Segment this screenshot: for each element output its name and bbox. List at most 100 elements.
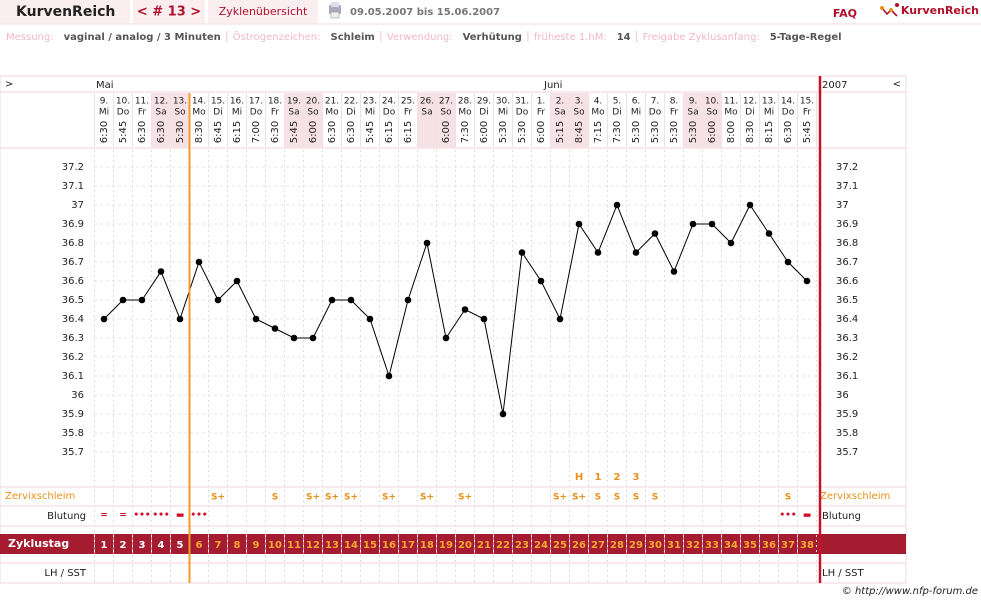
temperature-point (366, 315, 374, 323)
temperature-point (613, 201, 621, 209)
weekday: Fr (404, 108, 413, 118)
bleeding-sign: ••• (133, 511, 150, 521)
date: 24. (382, 97, 396, 107)
weekday: Fr (803, 108, 812, 118)
weekend-shade (151, 93, 171, 148)
date: 26. (420, 97, 434, 107)
cycle-day: 11 (287, 540, 301, 551)
weekday: Mo (458, 108, 472, 118)
y-tick-label-right: 36.2 (836, 352, 858, 363)
y-tick-label: 36.1 (62, 371, 84, 382)
y-tick-label-right: 37.2 (836, 162, 858, 173)
cervix-sign: S+ (382, 493, 396, 503)
temperature-point (385, 372, 393, 380)
date: 6. (632, 97, 641, 107)
temperature-point (157, 268, 165, 275)
temperature-point (651, 230, 659, 237)
faq-link[interactable]: FAQ (833, 7, 857, 20)
cycle-day: 26 (572, 540, 586, 551)
info-value: Verhütung (463, 32, 522, 43)
date: 27. (439, 97, 453, 107)
date: 1. (537, 97, 546, 107)
date: 22. (344, 97, 358, 107)
cycle-day: 36 (762, 540, 776, 551)
weekday: Do (117, 108, 130, 118)
year: 2007 (822, 80, 847, 91)
overview-link[interactable]: Zyklenübersicht (219, 5, 308, 18)
date: 8. (670, 97, 679, 107)
temperature-point (670, 268, 678, 275)
time: 6:30 (137, 121, 148, 143)
cycle-day: 17 (401, 540, 415, 551)
weekday: Mi (232, 108, 242, 118)
cycle-day: 14 (344, 540, 358, 551)
cervix-sign: S (614, 493, 620, 503)
time: 6:00 (479, 121, 490, 143)
cycle-day: 4 (158, 540, 165, 551)
info-label: Freigabe Zyklusanfang: (643, 32, 760, 43)
time: 5:45 (802, 121, 813, 143)
month: Mai (96, 80, 114, 91)
peak-marker: 2 (614, 472, 621, 483)
temperature-point (195, 258, 203, 266)
cycle-day: 34 (724, 540, 738, 551)
y-tick-label: 37 (71, 200, 84, 211)
date: 15. (800, 97, 814, 107)
date: 7. (651, 97, 660, 107)
date: 9. (100, 97, 109, 107)
time: 8:45 (574, 121, 585, 143)
footer: © http://www.nfp-forum.de (842, 586, 978, 597)
cervix-sign: S+ (420, 493, 434, 503)
cervix-sign: S (272, 493, 278, 503)
weekday: Do (383, 108, 396, 118)
logo-right: KurvenReich (901, 4, 979, 17)
y-tick-label: 36.7 (62, 257, 84, 268)
cycle-nav[interactable]: < # 13 > (137, 5, 201, 20)
bleeding-sign: = (119, 511, 127, 521)
date: 10. (116, 97, 130, 107)
cervix-label: Zervixschleim (5, 491, 75, 502)
temperature-line (103, 203, 808, 415)
weekday: Mo (724, 108, 738, 118)
y-tick-label-right: 35.7 (836, 447, 858, 458)
weekday: Sa (155, 108, 166, 118)
y-tick-label-right: 36.6 (836, 276, 858, 287)
cycle-day: 10 (268, 540, 282, 551)
y-tick-label: 36.5 (62, 295, 84, 306)
cervix-sign: S+ (306, 493, 320, 503)
plot: > <2007Mai9.Mi6:3010.Do5:4511.Fr6:3012.Sa… (5, 76, 901, 583)
y-tick-label: 35.7 (62, 447, 84, 458)
time: 8:00 (726, 121, 737, 143)
temperature-point (138, 296, 146, 304)
date: 11. (724, 97, 738, 107)
cycle-day: 6 (196, 540, 203, 551)
cervix-sign: S (595, 493, 601, 503)
weekday: Mo (192, 108, 206, 118)
date: 2. (556, 97, 565, 107)
cycle-day: 8 (234, 540, 241, 551)
info-label: früheste 1.hM: (534, 32, 607, 43)
temperature-point (214, 296, 222, 304)
y-tick-label-right: 35.9 (836, 409, 858, 420)
temperature-point (404, 296, 412, 304)
y-tick-label-right: 36.9 (836, 219, 858, 230)
time: 5:45 (118, 121, 129, 143)
temperature-point (271, 325, 279, 332)
time: 7:00 (251, 121, 262, 143)
date: 13. (173, 97, 187, 107)
temperature-point (784, 258, 792, 266)
temperature-point (632, 249, 640, 256)
weekday: Fr (670, 108, 679, 118)
date: 10. (705, 97, 719, 107)
cervix-sign: S+ (344, 493, 358, 503)
y-tick-label-right: 36.3 (836, 333, 858, 344)
print-icon[interactable] (329, 2, 341, 19)
y-tick-label-right: 36.4 (836, 314, 858, 325)
cycle-day: 20 (458, 540, 472, 551)
time: 7:30 (612, 121, 623, 143)
temperature-point (727, 239, 735, 247)
date: 17. (249, 97, 263, 107)
peak-marker: 3 (633, 472, 640, 483)
time: 5:15 (555, 121, 566, 143)
